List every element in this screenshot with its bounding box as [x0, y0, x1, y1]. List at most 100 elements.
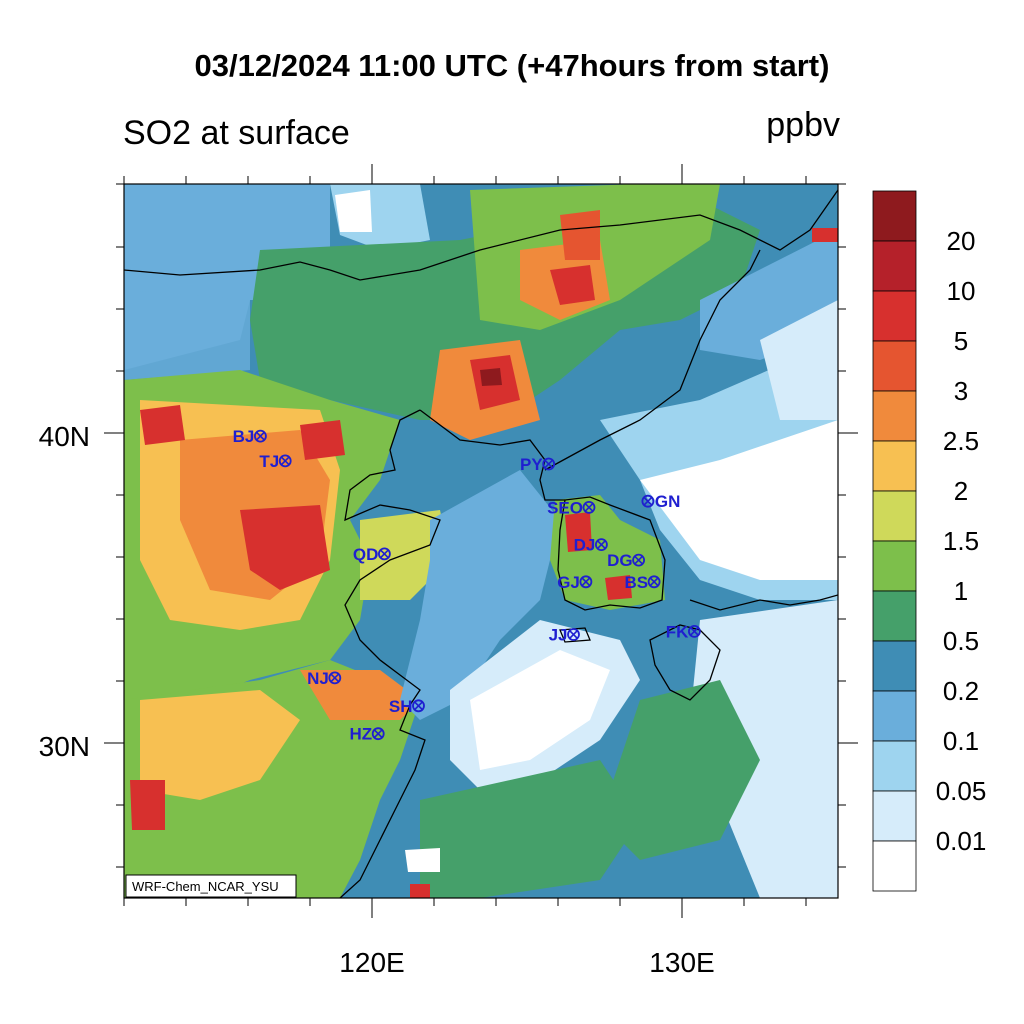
legend-swatch	[872, 290, 917, 342]
station-cross	[256, 431, 265, 441]
field-region	[140, 690, 300, 800]
field-region	[140, 405, 185, 445]
lat-label-30n: 30N	[39, 731, 90, 762]
border-line	[124, 189, 838, 281]
coastlines	[124, 189, 838, 898]
map-title: 03/12/2024 11:00 UTC (+47hours from star…	[194, 48, 830, 83]
legend-swatch	[872, 440, 917, 492]
station-label: SH	[389, 697, 413, 716]
station-marker: GN	[641, 492, 681, 511]
station-marker: QD	[353, 545, 391, 564]
field-region	[300, 670, 420, 720]
station-symbol-icon	[595, 538, 608, 551]
station-cross	[330, 673, 340, 683]
japan-coast	[689, 594, 838, 611]
station-cross	[581, 577, 591, 587]
field-region	[130, 780, 165, 830]
model-label: WRF-Chem_NCAR_YSU	[132, 879, 279, 894]
field-region	[600, 680, 760, 860]
field-region	[400, 470, 560, 720]
station-cross	[634, 555, 643, 565]
lon-label-120e: 120E	[339, 947, 404, 978]
field-region	[812, 228, 838, 242]
field-region	[420, 760, 640, 898]
field-region	[560, 210, 600, 260]
station-cross	[569, 630, 578, 639]
station-marker: DG	[607, 551, 645, 570]
legend-swatch	[872, 790, 917, 842]
legend-swatch	[872, 190, 917, 242]
lat-label-40n: 40N	[39, 421, 90, 452]
legend-level-label: 1	[954, 576, 968, 606]
station-cross	[597, 540, 606, 549]
station-symbol-icon	[688, 625, 701, 638]
station-symbol-icon	[412, 699, 425, 713]
field-region	[470, 650, 610, 770]
legend-level-label: 20	[947, 226, 976, 256]
field-region	[690, 600, 838, 898]
station-symbol-icon	[567, 628, 580, 641]
station-label: TJ	[259, 452, 279, 471]
legend-swatch	[872, 640, 917, 692]
field-region	[480, 368, 502, 386]
field-region	[335, 190, 372, 232]
station-cross	[544, 459, 554, 469]
station-symbol-icon	[542, 457, 556, 471]
station-symbol-icon	[647, 575, 661, 589]
station-label: DG	[607, 551, 633, 570]
station-label: GN	[655, 492, 681, 511]
legend-level-label: 2	[954, 476, 968, 506]
station-label: GJ	[557, 573, 580, 592]
station-cross	[690, 627, 699, 636]
legend-swatch	[872, 490, 917, 542]
station-cross	[649, 577, 659, 587]
station-label: DJ	[574, 536, 596, 555]
legend-swatch	[872, 690, 917, 742]
legend-swatch	[872, 540, 917, 592]
field-region	[760, 300, 838, 420]
station-label: HZ	[350, 725, 373, 744]
station-symbol-icon	[579, 575, 593, 589]
station-cross	[373, 729, 383, 739]
nk-border	[544, 249, 761, 471]
legend-level-label: 0.01	[936, 826, 987, 856]
station-label: FK	[666, 622, 689, 641]
legend-level-label: 0.1	[943, 726, 979, 756]
legend-swatch	[872, 840, 917, 892]
station-label: PY	[520, 455, 543, 474]
legend-level-label: 0.5	[943, 626, 979, 656]
minor-ticks	[116, 176, 846, 906]
legend-swatch	[872, 340, 917, 392]
station-label: SEO	[547, 498, 583, 517]
legend-level-label: 1.5	[943, 526, 979, 556]
legend-swatch	[872, 240, 917, 292]
variable-label: SO2 at surface	[123, 114, 350, 152]
legend-level-label: 10	[947, 276, 976, 306]
station-cross	[280, 456, 290, 466]
station-marker: FK	[666, 622, 701, 641]
station-symbol-icon	[278, 454, 292, 468]
legend-swatch	[872, 590, 917, 642]
legend-level-label: 2.5	[943, 426, 979, 456]
station-marker: SH	[389, 697, 425, 716]
china-coast	[339, 409, 441, 898]
station-symbol-icon	[582, 500, 596, 514]
station-symbol-icon	[253, 429, 267, 443]
station-label: QD	[353, 545, 379, 564]
units-label: ppbv	[766, 106, 840, 144]
station-marker: TJ	[259, 452, 292, 471]
station-symbol-icon	[377, 547, 391, 561]
color-legend: 20 10 5 3 2.5 2 1.5 1 0.5 0.2 0.1 0.05 0.01	[872, 190, 987, 892]
station-symbol-icon	[371, 727, 385, 741]
tick-marks	[104, 164, 858, 918]
station-marker: SEO	[547, 498, 596, 517]
station-label: BJ	[233, 427, 255, 446]
legend-level-label: 3	[954, 376, 968, 406]
station-cross	[643, 496, 653, 506]
station-cross	[414, 701, 423, 711]
field-region	[550, 265, 595, 305]
field-region	[300, 420, 345, 460]
station-marker: PY	[520, 455, 556, 474]
station-symbol-icon	[632, 553, 645, 567]
